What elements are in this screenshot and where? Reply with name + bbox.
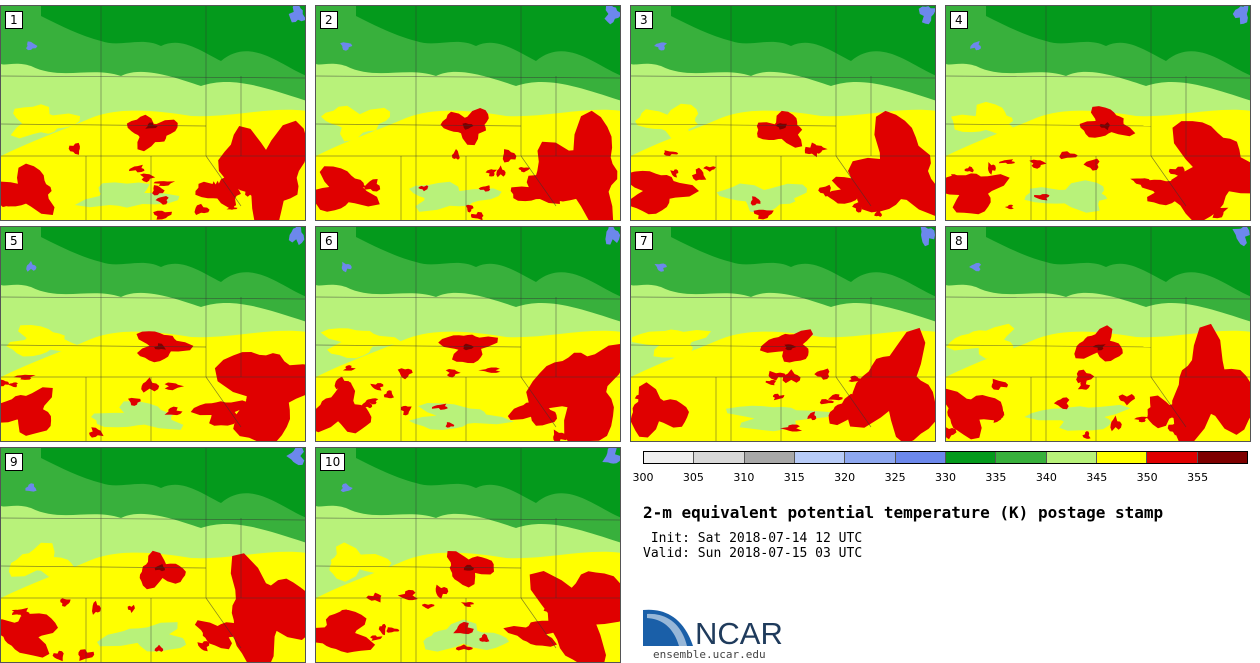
colorbar-tick-label: 320 [834, 471, 856, 484]
colorbar-tick-label: 335 [985, 471, 1007, 484]
member-label-5: 5 [5, 232, 23, 250]
colorbar-segment [794, 452, 846, 463]
member-map-8 [946, 227, 1250, 441]
colorbar-segment [644, 452, 695, 463]
member-panel-3[interactable]: 3 [630, 5, 936, 221]
colorbar-tick-label: 340 [1035, 471, 1057, 484]
member-map-7 [631, 227, 935, 441]
colorbar-segment [845, 452, 896, 463]
member-map-6 [316, 227, 620, 441]
valid-time: Valid: Sun 2018-07-15 03 UTC [643, 546, 863, 561]
member-panel-9[interactable]: 9 [0, 447, 306, 663]
colorbar-tick-label: 345 [1086, 471, 1108, 484]
member-label-2: 2 [320, 11, 338, 29]
member-map-4 [946, 6, 1250, 220]
member-label-7: 7 [635, 232, 653, 250]
member-map-2 [316, 6, 620, 220]
colorbar-tick-label: 315 [783, 471, 805, 484]
colorbar-segment [744, 452, 795, 463]
figure-title: 2-m equivalent potential temperature (K)… [643, 503, 1164, 522]
member-label-8: 8 [950, 232, 968, 250]
colorbar-tick-label: 305 [682, 471, 704, 484]
colorbar-tick-label: 325 [884, 471, 906, 484]
member-label-4: 4 [950, 11, 968, 29]
colorbar-segment [1046, 452, 1097, 463]
colorbar-segment [1147, 452, 1198, 463]
member-panel-1[interactable]: 1 [0, 5, 306, 221]
colorbar-tick-label: 355 [1187, 471, 1209, 484]
colorbar-segment [945, 452, 997, 463]
member-panel-8[interactable]: 8 [945, 226, 1251, 442]
colorbar-segment [996, 452, 1047, 463]
member-panel-10[interactable]: 10 [315, 447, 621, 663]
init-time: Init: Sat 2018-07-14 12 UTC [643, 531, 863, 546]
colorbar [643, 451, 1248, 464]
member-map-3 [631, 6, 935, 220]
colorbar-segment [1096, 452, 1148, 463]
member-map-5 [1, 227, 305, 441]
ncar-logo-text: NCAR [695, 616, 783, 648]
colorbar-segment [694, 452, 745, 463]
colorbar-segment [895, 452, 946, 463]
colorbar-tick-label: 300 [632, 471, 654, 484]
member-map-10 [316, 448, 620, 662]
colorbar-segment [1197, 452, 1247, 463]
member-panel-6[interactable]: 6 [315, 226, 621, 442]
member-panel-7[interactable]: 7 [630, 226, 936, 442]
member-map-1 [1, 6, 305, 220]
member-panel-4[interactable]: 4 [945, 5, 1251, 221]
member-panel-5[interactable]: 5 [0, 226, 306, 442]
member-label-10: 10 [320, 453, 346, 471]
member-map-9 [1, 448, 305, 662]
member-label-9: 9 [5, 453, 23, 471]
member-label-3: 3 [635, 11, 653, 29]
colorbar-tick-label: 330 [935, 471, 956, 484]
logo-url: ensemble.ucar.edu [653, 648, 766, 661]
ncar-logo: NCAR [643, 609, 783, 648]
member-label-1: 1 [5, 11, 23, 29]
colorbar-tick-label: 350 [1136, 471, 1158, 484]
member-label-6: 6 [320, 232, 338, 250]
colorbar-tick-label: 310 [733, 471, 755, 484]
member-panel-2[interactable]: 2 [315, 5, 621, 221]
